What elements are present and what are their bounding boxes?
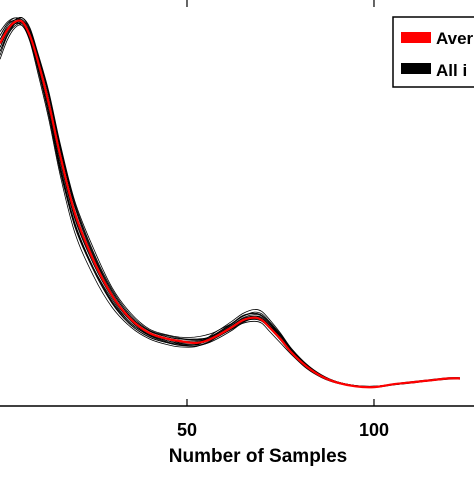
legend-swatch-red xyxy=(401,32,431,43)
legend-box xyxy=(392,16,474,88)
average-line xyxy=(0,19,461,389)
legend: Aver All i xyxy=(392,16,474,88)
legend-entry-label: All i xyxy=(436,61,467,80)
tick-layer: 50 100 xyxy=(177,0,389,440)
x-axis-label: Number of Samples xyxy=(169,446,347,467)
x-tick-label: 100 xyxy=(359,420,389,440)
x-tick-label: 50 xyxy=(177,420,197,440)
series-layer xyxy=(0,16,461,389)
legend-entry-label: Aver xyxy=(436,29,474,48)
legend-swatch-black xyxy=(401,63,431,74)
